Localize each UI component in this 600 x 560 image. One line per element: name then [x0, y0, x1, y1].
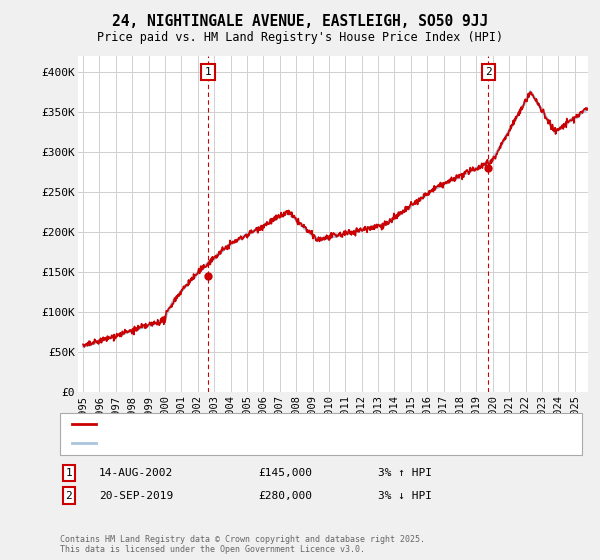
- Text: 24, NIGHTINGALE AVENUE, EASTLEIGH, SO50 9JJ: 24, NIGHTINGALE AVENUE, EASTLEIGH, SO50 …: [112, 14, 488, 29]
- Text: HPI: Average price, semi-detached house, Eastleigh: HPI: Average price, semi-detached house,…: [102, 438, 396, 448]
- Text: 3% ↑ HPI: 3% ↑ HPI: [378, 468, 432, 478]
- Text: Price paid vs. HM Land Registry's House Price Index (HPI): Price paid vs. HM Land Registry's House …: [97, 31, 503, 44]
- Text: 1: 1: [205, 67, 211, 77]
- Text: 2: 2: [485, 67, 491, 77]
- Text: 20-SEP-2019: 20-SEP-2019: [99, 491, 173, 501]
- Text: £145,000: £145,000: [258, 468, 312, 478]
- Text: 1: 1: [65, 468, 73, 478]
- Text: 3% ↓ HPI: 3% ↓ HPI: [378, 491, 432, 501]
- Text: 14-AUG-2002: 14-AUG-2002: [99, 468, 173, 478]
- Text: Contains HM Land Registry data © Crown copyright and database right 2025.
This d: Contains HM Land Registry data © Crown c…: [60, 535, 425, 554]
- Text: 24, NIGHTINGALE AVENUE, EASTLEIGH, SO50 9JJ (semi-detached house): 24, NIGHTINGALE AVENUE, EASTLEIGH, SO50 …: [102, 419, 484, 430]
- Text: 2: 2: [65, 491, 73, 501]
- Text: £280,000: £280,000: [258, 491, 312, 501]
